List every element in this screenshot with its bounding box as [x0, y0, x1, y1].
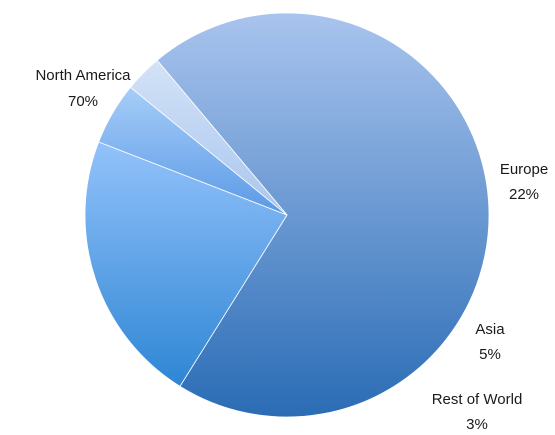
pie-slice-north-america	[156, 12, 490, 418]
slice-label-europe: Europe	[500, 161, 548, 178]
pie-labels: North America 70% Europe 22% Asia 5% Res…	[35, 67, 548, 433]
pie-slices	[84, 12, 490, 418]
slice-value-rest-of-world: 3%	[466, 416, 488, 430]
slice-label-rest-of-world: Rest of World	[432, 391, 523, 408]
slice-label-asia: Asia	[475, 321, 505, 338]
pie-slice-rest-of-world	[129, 59, 288, 216]
pie-slice-europe	[84, 141, 288, 387]
slice-value-europe: 22%	[509, 186, 539, 203]
slice-label-north-america: North America	[35, 67, 131, 84]
slice-value-asia: 5%	[479, 346, 501, 363]
slice-value-north-america: 70%	[68, 93, 98, 110]
